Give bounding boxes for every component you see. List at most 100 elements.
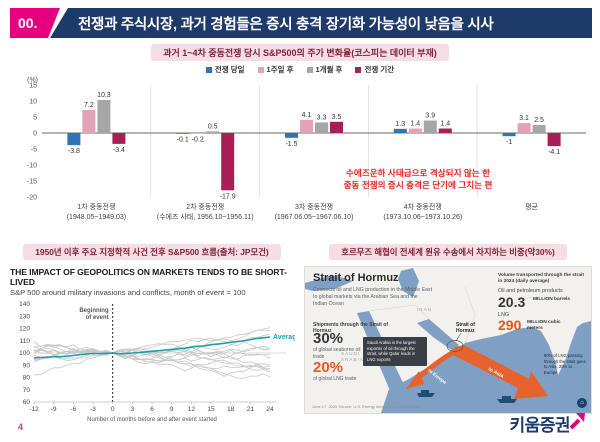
svg-text:3.1: 3.1 (519, 115, 529, 122)
svg-text:-3: -3 (90, 406, 96, 413)
svg-text:1차 중동전쟁: 1차 중동전쟁 (77, 202, 115, 211)
line-chart-title: THE IMPACT OF GEOPOLITICS ON MARKETS TEN… (10, 267, 287, 287)
svg-text:(1948.05~1949.03): (1948.05~1949.03) (67, 214, 126, 221)
svg-text:100: 100 (19, 350, 30, 357)
legend-item: 1주일 후 (257, 64, 294, 75)
svg-text:(1973.10.06~1973.10.26): (1973.10.06~1973.10.26) (383, 214, 462, 221)
map-graphic: to Europe to Asia Strait of Hormuz (305, 268, 591, 413)
svg-text:120: 120 (19, 326, 30, 333)
svg-text:130: 130 (19, 313, 30, 320)
svg-text:80: 80 (23, 375, 31, 382)
svg-text:-1: -1 (506, 139, 512, 146)
strait-marker (446, 340, 464, 352)
svg-text:0: 0 (111, 406, 115, 413)
svg-text:Beginning: Beginning (79, 308, 109, 314)
svg-text:12: 12 (188, 406, 196, 413)
strait-label-line1: Strait of (456, 322, 475, 328)
svg-text:-6: -6 (70, 406, 76, 413)
svg-text:15: 15 (29, 83, 37, 90)
svg-text:5: 5 (33, 115, 37, 122)
svg-text:9: 9 (170, 406, 174, 413)
svg-text:140: 140 (19, 301, 30, 308)
svg-text:-4.1: -4.1 (548, 149, 560, 156)
svg-text:(수에즈 사태, 1956.10~1956.11): (수에즈 사태, 1956.10~1956.11) (157, 212, 254, 221)
svg-text:60: 60 (23, 399, 31, 406)
hormuz-map: to Europe to Asia Strait of Hormuz Strai… (304, 266, 592, 414)
svg-text:2차 중동전쟁: 2차 중동전쟁 (186, 202, 224, 211)
red-sea-shape (357, 311, 405, 393)
hormuz-panel: 호르무즈 해협이 전세계 원유 수송에서 차지하는 비중(약30%) to Eu… (304, 244, 592, 414)
svg-text:10.3: 10.3 (97, 92, 111, 99)
legend-item: 전쟁 기간 (355, 64, 394, 75)
eia-logo-icon: ⌂ (577, 398, 587, 408)
svg-text:3: 3 (131, 406, 135, 413)
slide-title: 전쟁과 주식시장, 과거 경험들은 증시 충격 장기화 가능성이 낮음을 시사 (50, 8, 592, 38)
svg-text:-0.2: -0.2 (192, 137, 204, 144)
svg-text:Average: Average (273, 334, 295, 341)
svg-text:Number of months before and af: Number of months before and after event … (87, 417, 217, 423)
svg-text:-3.4: -3.4 (113, 147, 125, 154)
svg-text:110: 110 (20, 338, 31, 345)
svg-text:(%): (%) (27, 77, 38, 84)
svg-text:of event: of event (86, 315, 109, 321)
svg-text:평균: 평균 (525, 202, 538, 211)
svg-text:4.1: 4.1 (302, 112, 312, 119)
svg-text:3.5: 3.5 (332, 114, 342, 121)
kiwoom-logo-text: 키움증권 (509, 416, 570, 435)
svg-text:-5: -5 (31, 147, 37, 154)
svg-text:0: 0 (33, 131, 37, 138)
arrow-to-europe-head (406, 371, 424, 389)
persian-gulf-shape (417, 319, 459, 351)
line-chart-korean-title: 1950년 이후 주요 지정학적 사건 전후 S&P500 흐름(출처: JP모… (23, 244, 281, 260)
svg-text:4차 중동전쟁: 4차 중동전쟁 (404, 202, 442, 211)
svg-text:70: 70 (23, 387, 31, 394)
svg-text:-17.9: -17.9 (220, 193, 236, 200)
country-borders (368, 286, 532, 344)
svg-text:-9: -9 (51, 406, 57, 413)
svg-text:7.2: 7.2 (84, 102, 94, 109)
svg-text:-0.1: -0.1 (177, 136, 189, 143)
legend-item: 전쟁 당일 (205, 64, 245, 75)
strait-label-line2: Hormuz (456, 328, 475, 334)
svg-text:2.5: 2.5 (534, 117, 544, 124)
svg-text:1.4: 1.4 (410, 121, 420, 128)
svg-text:18: 18 (227, 406, 235, 413)
svg-text:0.5: 0.5 (208, 123, 218, 130)
kiwoom-logo: 키움증권 (509, 411, 586, 436)
strait-pointer (455, 332, 462, 342)
svg-text:3.3: 3.3 (317, 114, 327, 121)
svg-text:-15: -15 (27, 179, 37, 186)
svg-text:6: 6 (150, 406, 154, 413)
mediterranean-shape (305, 275, 353, 291)
arrow-to-asia (451, 345, 548, 399)
svg-text:(1967.06.05~1967.06.10): (1967.06.05~1967.06.10) (275, 214, 354, 221)
svg-text:-12: -12 (29, 406, 39, 413)
mideast-war-chart-section: 과거 1~4차 중동전쟁 당시 S&P500의 주가 변화율(코스피는 데이터 … (8, 44, 592, 240)
svg-text:15: 15 (207, 406, 215, 413)
svg-text:24: 24 (266, 406, 274, 413)
kiwoom-arrow-icon (569, 413, 585, 430)
svg-text:3차 중동전쟁: 3차 중동전쟁 (295, 202, 333, 211)
page-number: 4 (18, 422, 24, 432)
svg-text:-3.8: -3.8 (68, 148, 80, 155)
legend-item: 1개월 후 (306, 64, 342, 75)
svg-text:21: 21 (247, 406, 255, 413)
slide-number-badge: 00. (10, 8, 60, 38)
svg-text:90: 90 (23, 362, 31, 369)
slide-header: 전쟁과 주식시장, 과거 경험들은 증시 충격 장기화 가능성이 낮음을 시사 … (10, 8, 592, 38)
svg-text:-20: -20 (27, 195, 37, 202)
svg-text:3.9: 3.9 (425, 113, 435, 120)
svg-text:10: 10 (29, 99, 37, 106)
svg-text:-10: -10 (27, 163, 37, 170)
bar-chart-legend: 전쟁 당일 1주일 후 1개월 후 전쟁 기간 (8, 64, 592, 75)
tanker-ship-icon (497, 396, 517, 403)
svg-text:1.3: 1.3 (395, 121, 405, 128)
tanker-ship-icon (417, 390, 435, 397)
mideast-war-bar-chart: (%) 15 10 5 0 -5 -10 -15 -20 -3.8 7.2 10.3 -3.4 1차 중동… (8, 75, 592, 238)
sp500-event-panel: 1950년 이후 주요 지정학적 사건 전후 S&P500 흐름(출처: JP모… (8, 244, 300, 433)
sp500-event-line-chart: AverageBeginningof event6070809010011012… (8, 298, 300, 433)
svg-text:-1.5: -1.5 (285, 141, 297, 148)
caspian-sea-shape (398, 268, 419, 297)
svg-text:1.4: 1.4 (440, 121, 450, 128)
